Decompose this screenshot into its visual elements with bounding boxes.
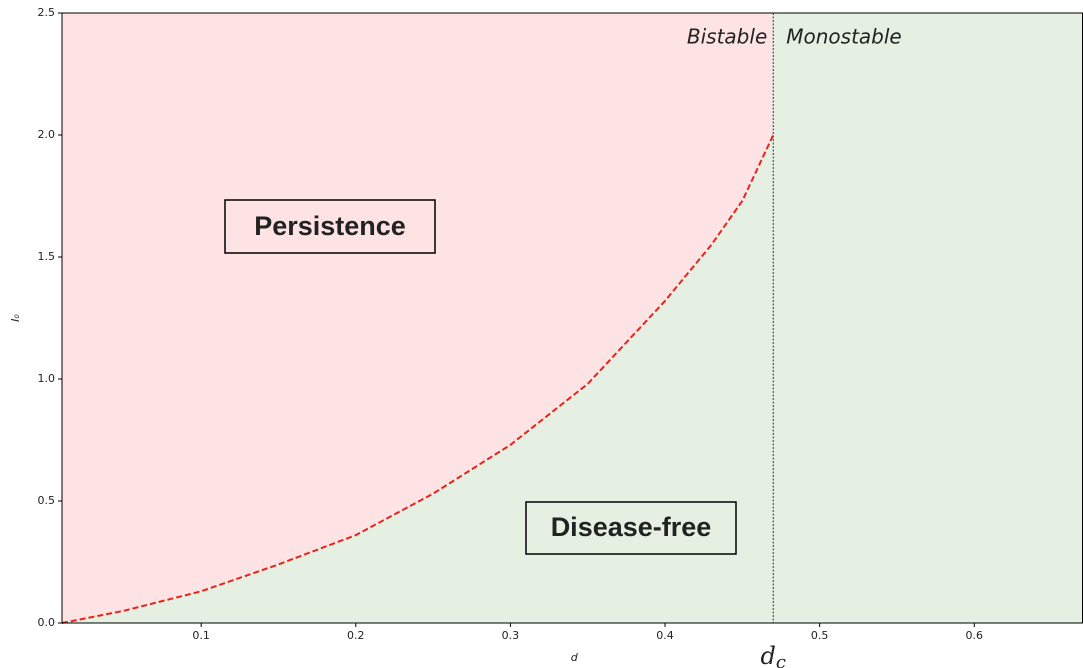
y-tick-label: 1.5 <box>38 250 56 263</box>
x-tick-label: 0.1 <box>192 629 210 642</box>
x-tick-label: 0.2 <box>347 629 365 642</box>
y-tick-label: 0.5 <box>38 494 56 507</box>
x-tick-label: 0.6 <box>966 629 984 642</box>
y-axis-label: I₀ <box>9 314 22 322</box>
y-tick-label: 0.0 <box>38 616 56 629</box>
monostable-note: Monostable <box>786 25 901 49</box>
boundary-curve <box>61 134 775 624</box>
x-tick-label: 0.5 <box>811 629 829 642</box>
y-tick-label: 2.5 <box>38 6 56 19</box>
threshold-label-base: d <box>761 642 776 668</box>
x-tick-label: 0.4 <box>656 629 674 642</box>
threshold-label-sub: c <box>776 652 786 668</box>
y-tick-label: 1.0 <box>38 372 56 385</box>
x-tick-label: 0.3 <box>502 629 520 642</box>
persistence-box <box>224 199 436 254</box>
y-tick-label: 2.0 <box>38 128 56 141</box>
bistable-note: Bistable <box>687 25 767 49</box>
persistence-region <box>62 13 774 623</box>
x-axis-label: d <box>571 651 579 664</box>
persistence-label: Persistence <box>254 211 406 241</box>
disease-free-label: Disease-free <box>551 512 712 542</box>
threshold-label: dc <box>761 642 786 668</box>
disease-free-box <box>525 501 737 555</box>
